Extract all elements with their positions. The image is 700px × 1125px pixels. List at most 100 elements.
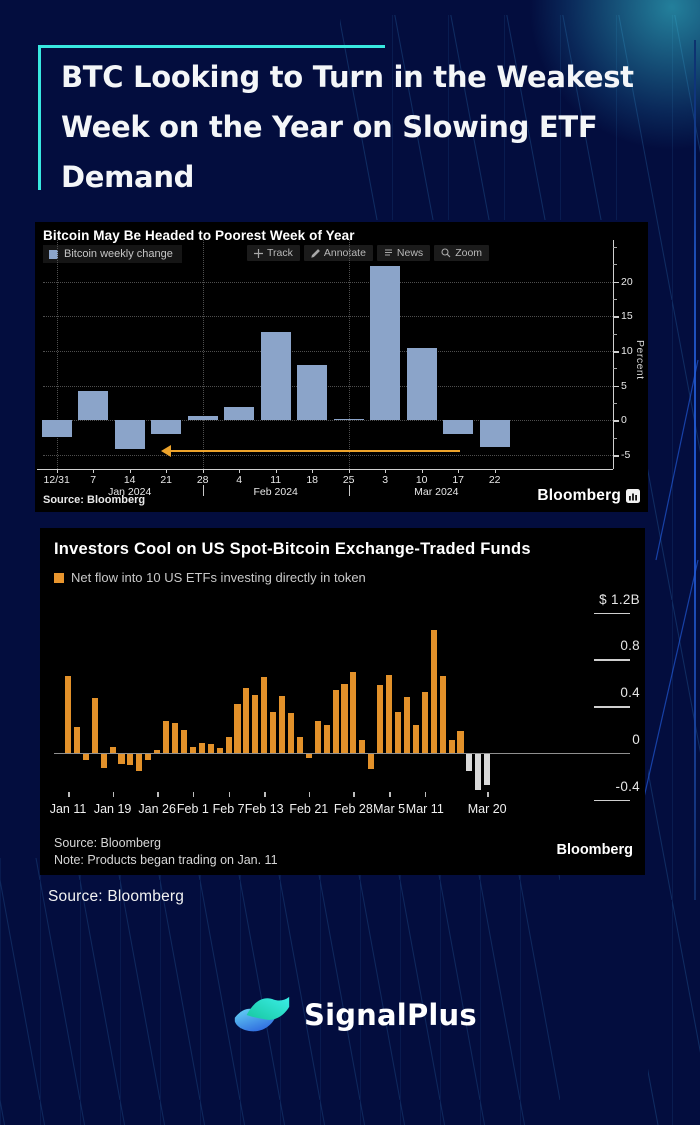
axis-tick <box>202 469 204 473</box>
news-button[interactable]: News <box>376 245 431 261</box>
bar <box>270 712 277 753</box>
gridline-vertical <box>56 240 58 469</box>
bar <box>114 420 145 450</box>
gridline <box>43 420 613 422</box>
axis-label: -5 <box>621 449 631 462</box>
x-axis-label: Feb 28 <box>333 802 373 816</box>
legend-label: Net flow into 10 US ETFs investing direc… <box>71 570 366 585</box>
zoom-label: Zoom <box>455 247 483 259</box>
x-axis-tick <box>487 792 489 797</box>
axis-tick <box>348 469 350 473</box>
y-tick-dash <box>594 612 630 615</box>
bar <box>243 687 250 753</box>
bar <box>207 743 214 753</box>
chart2-plot: $ 1.2B 0.8 0.4 0 -0.4 Jan 11 Jan 19 Jan 26 Feb 1… <box>40 528 645 875</box>
signalplus-logo-icon <box>234 996 290 1032</box>
bar <box>180 729 188 753</box>
x-axis-tick <box>424 792 427 797</box>
gridline <box>43 455 613 457</box>
chart2-note: Note: Products began trading on Jan. 11 <box>54 853 278 867</box>
x-axis-tick <box>68 792 70 797</box>
bar <box>297 364 328 421</box>
bar <box>82 753 89 760</box>
chart1-brand: Bloomberg <box>537 487 640 505</box>
annotate-pencil-icon <box>311 248 320 258</box>
y-axis-label: $ 1.2B <box>599 591 640 607</box>
bar <box>145 753 152 760</box>
zero-line <box>54 752 630 754</box>
bar <box>78 390 109 421</box>
track-button[interactable]: Track <box>247 245 300 261</box>
bar <box>457 730 464 753</box>
bar <box>475 753 482 791</box>
legend-swatch <box>49 249 58 259</box>
bar <box>394 712 402 753</box>
x-axis-tick <box>264 792 266 797</box>
bar <box>332 689 339 753</box>
bar <box>350 672 357 753</box>
x-axis-label: Mar 5 <box>373 802 406 816</box>
bar <box>466 753 473 771</box>
bar <box>136 753 143 771</box>
bar <box>323 724 330 753</box>
bar <box>333 418 364 421</box>
bloomberg-wordmark: Bloomberg <box>537 487 621 504</box>
x-axis-label: 12/31 <box>43 474 70 486</box>
axis-tick <box>129 469 131 473</box>
bar <box>118 753 125 764</box>
bar <box>314 721 321 753</box>
x-axis-label: 7 <box>90 474 97 486</box>
chart1-toolbar: Track Annotate News Zoom <box>247 245 490 261</box>
signalplus-logo: SignalPlus <box>233 993 477 1037</box>
gridline <box>43 316 613 318</box>
y-tick-dash <box>594 799 630 802</box>
gridline <box>43 385 613 387</box>
bar <box>151 420 182 434</box>
bar <box>377 685 384 753</box>
bar <box>484 753 491 785</box>
axis-tick <box>93 469 95 473</box>
bar <box>225 736 232 753</box>
axis-tick <box>494 469 496 473</box>
bar <box>448 740 455 753</box>
bar <box>341 684 348 753</box>
month-label: Feb 2024 <box>253 486 298 498</box>
bar <box>421 692 428 753</box>
chart1-y-axis-title: Percent <box>634 340 646 380</box>
bar <box>127 753 134 765</box>
axis-tick-minor <box>613 437 617 439</box>
bar <box>171 722 179 753</box>
x-axis-label: 28 <box>196 474 209 486</box>
annotate-button[interactable]: Annotate <box>303 245 373 261</box>
x-axis-tick <box>112 792 115 797</box>
axis-label: 15 <box>621 310 633 323</box>
axis-tick <box>275 469 277 473</box>
chart1-plot: 20 15 10 5 0 -5 12/31 7 14 21 28 4 11 18 25 3 10 17 22 Jan … <box>35 222 648 512</box>
bar <box>100 753 107 769</box>
axis-tick <box>166 469 168 473</box>
annotate-label: Annotate <box>323 247 366 259</box>
x-axis-label: Feb 1 <box>176 802 209 816</box>
zoom-button[interactable]: Zoom <box>434 245 490 261</box>
bar <box>439 675 446 753</box>
chart1-legend: Bitcoin weekly change <box>43 245 182 263</box>
bar <box>252 694 259 753</box>
axis-tick-minor <box>613 246 617 248</box>
chart-etf-net-flows: Investors Cool on US Spot-Bitcoin Exchan… <box>40 528 645 875</box>
gridline <box>43 351 613 352</box>
x-axis-label: Jan 11 <box>49 802 87 816</box>
page-title: BTC Looking to Turn in the Weakest Week … <box>61 52 661 202</box>
page-title-line2: Week on the Year on Slowing ETF <box>61 110 598 144</box>
axis-tick <box>613 316 619 318</box>
y-axis-line <box>613 240 614 469</box>
x-axis-label: 10 <box>415 474 428 486</box>
x-axis-label: Feb 13 <box>244 802 284 816</box>
bar <box>406 347 437 421</box>
annotation-arrow-line <box>169 449 461 453</box>
bar <box>261 676 268 753</box>
axis-tick <box>613 351 619 353</box>
axis-tick-minor <box>613 264 617 266</box>
track-label: Track <box>267 247 293 259</box>
axis-label: 10 <box>621 345 633 357</box>
bar <box>386 674 393 753</box>
